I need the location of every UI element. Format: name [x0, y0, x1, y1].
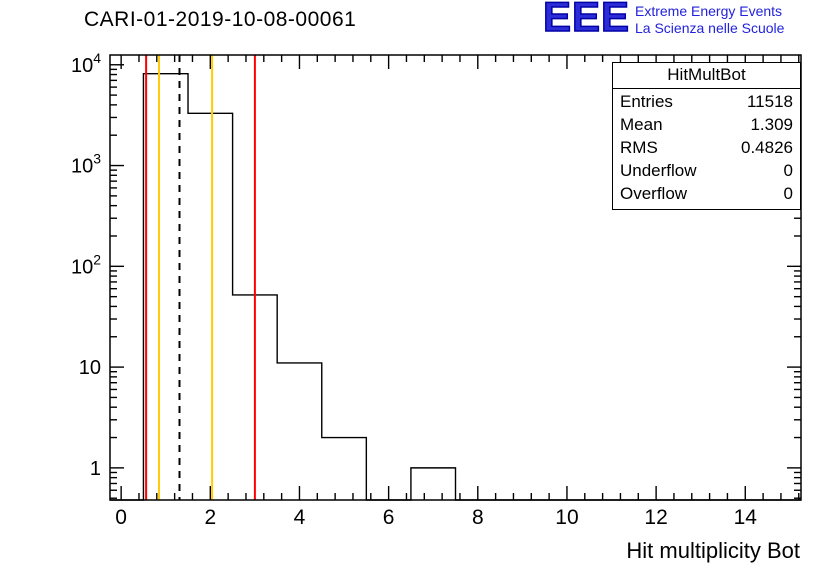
x-tick-label: 2 — [204, 506, 216, 529]
eee-logo-line1: Extreme Energy Events — [635, 3, 783, 19]
stats-box: HitMultBot Entries 11518 Mean 1.309 RMS … — [612, 62, 801, 210]
axis-tick-labels: 0 2 4 6 8 10 12 14 1 10 102 103 104 — [71, 50, 757, 529]
stats-value: 0 — [783, 184, 793, 203]
histogram-line — [110, 73, 801, 501]
stats-label: Entries — [620, 92, 673, 111]
x-tick-label: 8 — [472, 506, 484, 529]
x-tick-label: 6 — [383, 506, 395, 529]
stats-row-underflow: Underflow 0 — [613, 158, 800, 181]
stats-row-entries: Entries 11518 — [613, 89, 800, 112]
plot-title: CARI-01-2019-10-08-00061 — [84, 8, 357, 31]
stats-label: RMS — [620, 138, 658, 157]
x-tick-label: 10 — [555, 506, 578, 529]
stats-value: 11518 — [746, 92, 793, 111]
y-tick-label: 1 — [90, 458, 101, 480]
x-axis-title: Hit multiplicity Bot — [626, 538, 800, 563]
eee-logo-acronym: EEE — [542, 0, 631, 40]
eee-logo-line2: La Scienza nelle Scuole — [635, 20, 785, 36]
y-tick-label: 103 — [71, 151, 101, 178]
stats-row-rms: RMS 0.4826 — [613, 135, 800, 158]
stats-row-overflow: Overflow 0 — [613, 181, 800, 209]
stats-box-title: HitMultBot — [613, 63, 800, 89]
x-tick-label: 14 — [734, 506, 758, 529]
x-tick-label: 4 — [294, 506, 306, 529]
marker-lines — [145, 55, 256, 500]
stats-value: 0 — [783, 161, 793, 180]
y-tick-label: 104 — [71, 50, 101, 77]
stats-label: Mean — [620, 115, 663, 134]
plot-frame — [109, 54, 802, 501]
stats-value: 1.309 — [750, 115, 793, 134]
stats-label: Overflow — [620, 184, 688, 203]
stats-value: 0.4826 — [741, 138, 793, 157]
y-tick-label: 10 — [79, 357, 101, 379]
axis-ticks — [110, 55, 801, 500]
y-tick-label: 102 — [71, 251, 101, 278]
stats-label: Underflow — [620, 161, 697, 180]
histogram-series — [110, 73, 801, 501]
x-tick-label: 0 — [115, 506, 127, 529]
x-tick-label: 12 — [644, 506, 667, 529]
stats-row-mean: Mean 1.309 — [613, 112, 800, 135]
